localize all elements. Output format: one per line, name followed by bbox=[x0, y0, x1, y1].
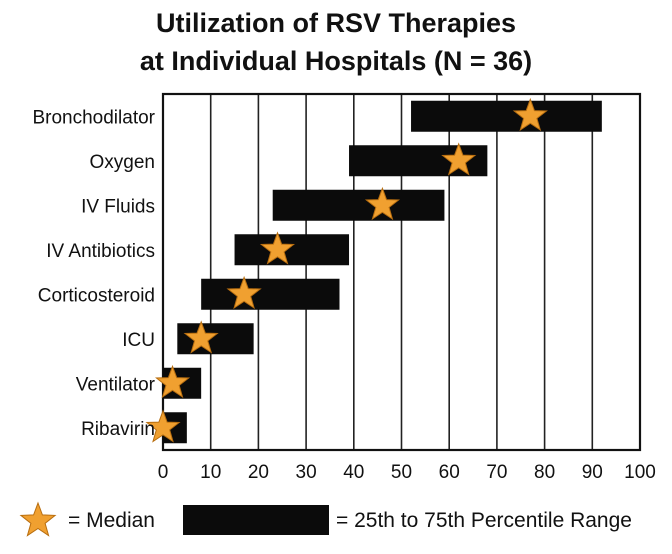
category-label: ICU bbox=[122, 330, 155, 351]
category-label: IV Antibiotics bbox=[46, 241, 155, 262]
category-label: Oxygen bbox=[90, 152, 155, 173]
median-star-marker bbox=[441, 142, 477, 176]
median-star-marker bbox=[145, 409, 181, 443]
x-tick-label: 50 bbox=[391, 462, 412, 483]
category-label: Ribavirin bbox=[81, 419, 155, 440]
median-star-marker bbox=[512, 97, 548, 132]
median-star-marker bbox=[364, 186, 400, 221]
legend-range-swatch bbox=[183, 505, 329, 535]
x-tick-label: 10 bbox=[200, 462, 221, 483]
chart-title-line-1: Utilization of RSV Therapies bbox=[155, 8, 517, 38]
plot-frame bbox=[161, 92, 642, 452]
chart-title-line-2: at Individual Hospitals (N = 36) bbox=[139, 46, 533, 76]
percentile-range-bar bbox=[234, 234, 350, 266]
legend-median-label: = Median bbox=[68, 509, 155, 532]
median-star-marker bbox=[183, 320, 219, 354]
x-tick-label: 70 bbox=[486, 462, 507, 483]
median-star-marker bbox=[259, 231, 295, 265]
category-label: Corticosteroid bbox=[38, 285, 155, 306]
percentile-range-bar bbox=[177, 323, 254, 355]
x-tick-label: 40 bbox=[343, 462, 364, 483]
x-tick-label: 30 bbox=[296, 462, 317, 483]
x-tick-label: 60 bbox=[439, 462, 460, 483]
percentile-range-bar bbox=[272, 189, 445, 221]
x-tick-label: 100 bbox=[624, 462, 656, 483]
x-tick-label: 20 bbox=[248, 462, 269, 483]
percentile-range-bar bbox=[411, 100, 602, 132]
category-label: Ventilator bbox=[76, 374, 156, 395]
x-tick-label: 0 bbox=[158, 462, 169, 483]
category-label: IV Fluids bbox=[81, 196, 155, 217]
x-tick-label: 90 bbox=[582, 462, 603, 483]
x-tick-label: 80 bbox=[534, 462, 555, 483]
legend-range-label: = 25th to 75th Percentile Range bbox=[336, 509, 632, 532]
legend-star-icon bbox=[19, 501, 57, 537]
category-label: Bronchodilator bbox=[32, 107, 155, 128]
median-star-marker bbox=[155, 364, 191, 399]
median-star-marker bbox=[226, 275, 262, 310]
percentile-range-bar bbox=[201, 278, 340, 310]
